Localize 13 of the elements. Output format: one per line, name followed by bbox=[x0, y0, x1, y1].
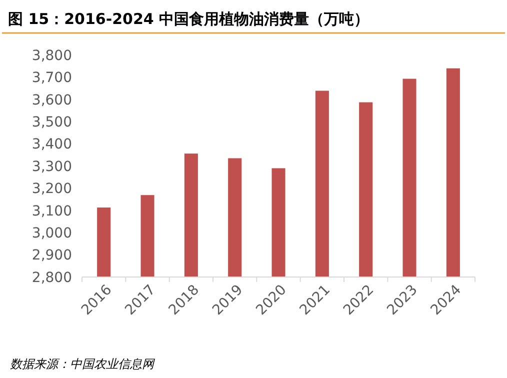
y-tick-label: 3,800 bbox=[32, 48, 72, 64]
y-tick-label: 3,600 bbox=[32, 92, 72, 108]
y-tick-label: 3,300 bbox=[32, 158, 72, 175]
y-tick-label: 3,200 bbox=[32, 181, 72, 198]
chart-title: 图 15：2016-2024 中国食用植物油消费量（万吨） bbox=[8, 10, 370, 28]
y-tick-label: 3,100 bbox=[32, 203, 72, 220]
y-tick-label: 2,800 bbox=[32, 270, 72, 286]
y-tick-label: 2,900 bbox=[32, 248, 72, 264]
y-tick-label: 3,500 bbox=[32, 114, 72, 130]
source-note: 数据来源：中国农业信息网 bbox=[10, 357, 156, 371]
y-tick-label: 3,400 bbox=[32, 136, 72, 153]
y-tick-label: 3,000 bbox=[32, 226, 72, 242]
y-tick-label: 3,700 bbox=[32, 70, 72, 86]
